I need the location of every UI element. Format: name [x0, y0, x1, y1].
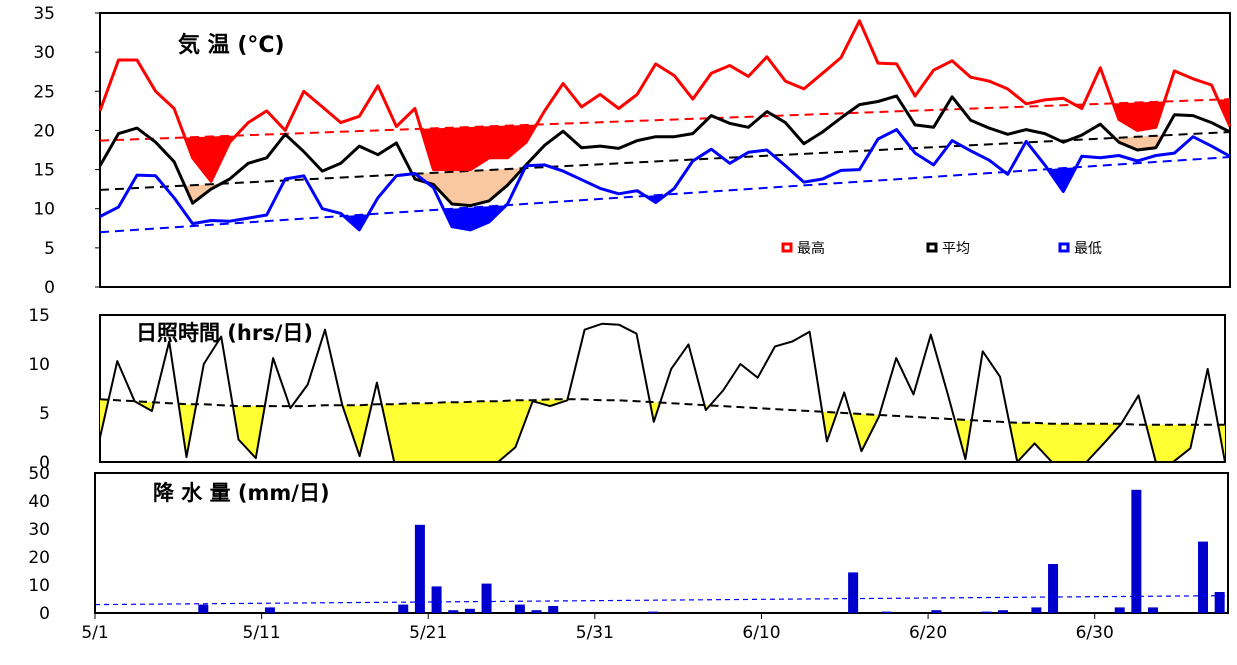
sunshine-line	[99, 322, 1226, 463]
precip-ytick-label: 50	[28, 464, 50, 484]
date-tick-label: 5/1	[81, 623, 108, 643]
precip-bar	[998, 610, 1009, 613]
legend-max-label: 最高	[797, 240, 825, 257]
precip-ytick-label: 30	[28, 520, 50, 540]
min-below-trend-fill	[1047, 167, 1076, 192]
sunshine-below-avg-fill	[232, 405, 265, 459]
temperature-title: 気 温 (°C)	[178, 32, 285, 58]
sun-ytick-label: 15	[28, 306, 50, 326]
max-temp-line	[98, 19, 1232, 183]
precip-bar	[848, 572, 859, 613]
sun-ytick-label: 10	[28, 355, 50, 375]
date-tick-label: 6/20	[909, 623, 947, 643]
temp-ytick-label: 0	[44, 278, 55, 298]
date-tick-label: 5/31	[576, 623, 614, 643]
legend-min-label: 最低	[1074, 241, 1102, 257]
min-temp-line	[99, 128, 1231, 232]
sunshine-below-avg-fill	[650, 402, 661, 422]
precip-ytick-label: 20	[28, 548, 50, 568]
max-trend-line	[99, 98, 1231, 142]
temp-ytick-label: 30	[33, 43, 55, 63]
sunshine-below-avg-fill	[1146, 424, 1196, 462]
precip-bar	[414, 524, 425, 613]
sunshine-below-avg-fill	[342, 404, 372, 457]
min-below-trend-fill	[645, 194, 667, 203]
precip-bar	[981, 611, 992, 613]
precip-bar	[264, 607, 275, 613]
temp-ytick-label: 10	[33, 200, 55, 220]
sunshine-below-avg-fill	[1009, 422, 1122, 462]
temperature-panel: 0 5 10 15 20 25 30 35 気 温 (°C) 最高 平均 最低	[33, 4, 1232, 298]
legend-mean-marker	[926, 242, 938, 253]
sunshine-below-avg-fill	[954, 419, 972, 460]
precip-bar	[1131, 489, 1142, 613]
date-tick-label: 5/21	[409, 623, 447, 643]
temp-ytick-label: 35	[33, 4, 55, 24]
precip-bar	[514, 604, 525, 613]
precip-ytick-label: 0	[39, 604, 50, 624]
precipitation-title: 降 水 量 (mm/日)	[153, 481, 330, 505]
mean-below-trend-fill	[1114, 135, 1163, 150]
precip-bar	[481, 583, 492, 613]
precip-bar	[531, 610, 542, 613]
precip-ytick-label: 10	[28, 576, 50, 596]
sun-ytick-label: 5	[39, 404, 50, 424]
precip-bar	[448, 610, 459, 613]
max-below-trend-fill	[421, 124, 537, 170]
sunshine-below-avg-fill	[381, 399, 568, 462]
date-tick-label: 6/10	[742, 623, 780, 643]
mean-below-trend-fill	[412, 168, 523, 206]
date-tick-label: 5/11	[243, 623, 281, 643]
sunshine-below-avg-fill	[178, 403, 197, 458]
precip-ytick-label: 40	[28, 492, 50, 512]
temp-ytick-label: 25	[33, 82, 55, 102]
precipitation-plot-frame	[94, 472, 1229, 614]
precip-bar	[931, 610, 942, 613]
precip-bar	[1114, 607, 1125, 613]
min-trend-line	[99, 156, 1231, 234]
precip-bar	[648, 611, 659, 613]
precip-bar	[464, 608, 475, 613]
min-below-trend-fill	[443, 205, 507, 230]
precip-bar	[398, 604, 409, 613]
date-tick-label: 6/30	[1076, 623, 1114, 643]
temp-ytick-label: 5	[44, 239, 55, 259]
temperature-plot-frame	[99, 12, 1231, 288]
precip-bar	[1031, 607, 1042, 613]
max-below-trend-fill	[185, 135, 236, 182]
mean-trend-line	[99, 130, 1231, 191]
min-below-trend-fill	[343, 214, 369, 230]
precip-bar	[198, 604, 209, 613]
sunshine-below-avg-fill	[850, 413, 880, 452]
precip-bar	[1214, 592, 1225, 613]
precip-bar	[881, 611, 892, 613]
temp-ytick-label: 20	[33, 121, 55, 141]
sunshine-normal-line	[99, 398, 1225, 426]
legend-max-marker	[781, 242, 793, 253]
legend-min-marker	[1058, 242, 1070, 253]
temperature-legend: 最高 平均 最低	[781, 240, 1102, 257]
precip-bar	[1148, 607, 1159, 613]
precip-bar	[431, 586, 442, 613]
sun-ytick-label: 0	[39, 453, 50, 473]
temp-ytick-label: 15	[33, 161, 55, 181]
sunshine-title: 日照時間 (hrs/日)	[136, 321, 313, 345]
sunshine-panel: 0 5 10 15 日照時間 (hrs/日)	[28, 306, 1226, 473]
mean-temp-line	[98, 94, 1231, 208]
precip-bar	[1048, 564, 1059, 613]
precip-bar	[548, 606, 559, 613]
precip-bar	[1198, 541, 1209, 613]
legend-mean-label: 平均	[942, 241, 970, 257]
